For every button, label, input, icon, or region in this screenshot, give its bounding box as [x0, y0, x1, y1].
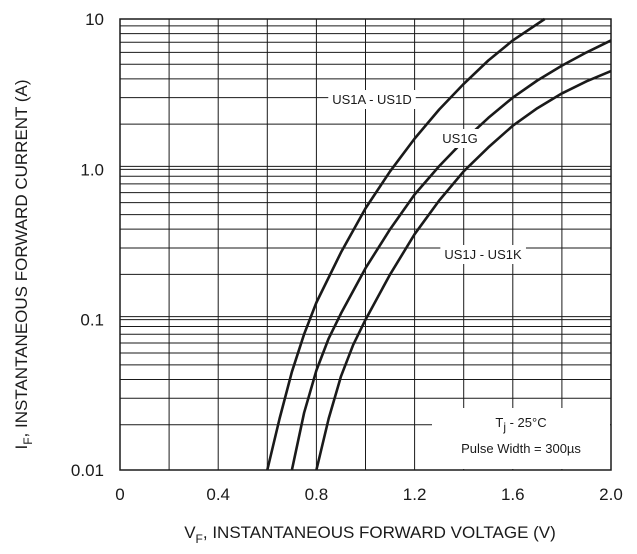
series-line: [266, 17, 546, 471]
series-label-pad: [328, 90, 416, 109]
series-line: [315, 69, 612, 471]
temperature-label: Tj - 25°C: [495, 415, 546, 434]
series-line: [290, 39, 612, 471]
x-tick-label: 0.4: [206, 485, 230, 504]
grid-lines: [120, 19, 611, 470]
y-tick-label: 0.1: [80, 311, 104, 330]
x-tick-label: 1.6: [501, 485, 525, 504]
series-label: US1G: [442, 131, 477, 146]
x-tick-label: 1.2: [403, 485, 427, 504]
x-tick-label: 0: [115, 485, 124, 504]
pulse-width-label: Pulse Width = 300µs: [461, 441, 581, 456]
x-tick-labels: 0 0.4 0.8 1.2 1.6 2.0: [115, 485, 623, 504]
y-tick-labels: 10 1.0 0.1 0.01: [71, 10, 104, 480]
series-label-pad: [438, 129, 482, 148]
conditions-box: Tj - 25°C Pulse Width = 300µs: [432, 408, 610, 469]
x-tick-label: 2.0: [599, 485, 623, 504]
y-tick-label: 1.0: [80, 160, 104, 179]
curves: US1A - US1D US1G US1J - US1K: [266, 17, 612, 471]
series-label: US1J - US1K: [444, 247, 522, 262]
series-label: US1A - US1D: [332, 92, 411, 107]
y-axis-title: IF, INSTANTANEOUS FORWARD CURRENT (A): [12, 79, 35, 449]
y-tick-label: 10: [85, 10, 104, 29]
x-tick-label: 0.8: [305, 485, 329, 504]
plot-frame: [119, 18, 612, 471]
y-tick-label: 0.01: [71, 461, 104, 480]
x-axis-title: VF, INSTANTANEOUS FORWARD VOLTAGE (V): [184, 523, 556, 546]
series-label-pad: [440, 245, 526, 264]
